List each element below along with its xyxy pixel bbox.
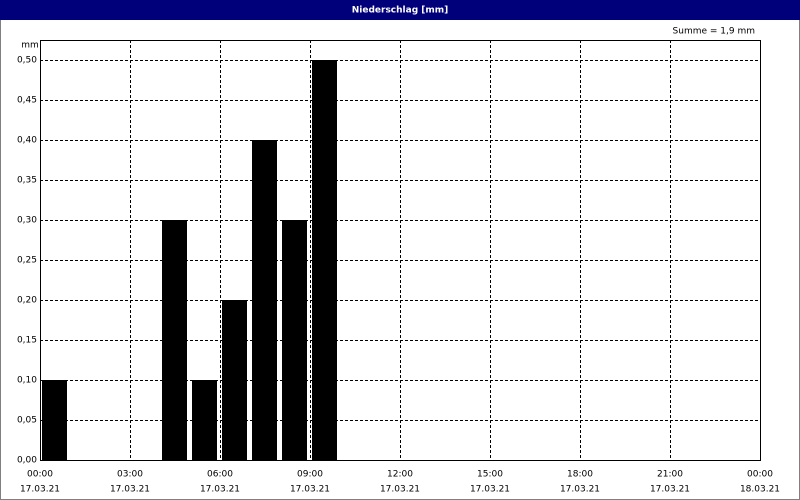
x-tick-label: 03:00 — [117, 470, 143, 480]
x-tick-label: 06:00 — [207, 470, 233, 480]
y-tick-label: 0,15 — [17, 336, 37, 346]
x-tick-label: 15:00 — [477, 470, 503, 480]
bar — [42, 380, 67, 460]
bar — [312, 60, 337, 460]
x-tick-date: 17.03.21 — [110, 485, 150, 495]
chart-title: Niederschlag [mm] — [352, 6, 449, 16]
x-tick-date: 17.03.21 — [560, 485, 600, 495]
x-tick-label: 00:00 — [27, 470, 53, 480]
annotation: Summe = 1,9 mm — [673, 27, 755, 37]
x-tick-label: 12:00 — [387, 470, 413, 480]
x-tick-label: 00:00 — [747, 470, 773, 480]
x-tick-date: 17.03.21 — [290, 485, 330, 495]
y-tick-label: 0,50 — [17, 56, 37, 66]
y-tick-label: 0,40 — [17, 136, 37, 146]
x-tick-label: 18:00 — [567, 470, 593, 480]
y-tick-label: 0,25 — [17, 256, 37, 266]
y-tick-label: 0,20 — [17, 296, 37, 306]
bar — [192, 380, 217, 460]
bar — [162, 220, 187, 460]
y-axis-label: mm — [21, 41, 39, 51]
title-bar — [0, 0, 800, 20]
x-tick-date: 17.03.21 — [380, 485, 420, 495]
x-tick-label: 21:00 — [657, 470, 683, 480]
bar — [282, 220, 307, 460]
y-tick-label: 0,10 — [17, 376, 37, 386]
y-tick-label: 0,30 — [17, 216, 37, 226]
x-tick-label: 09:00 — [297, 470, 323, 480]
bar — [252, 140, 277, 460]
x-tick-date: 17.03.21 — [470, 485, 510, 495]
x-tick-date: 17.03.21 — [200, 485, 240, 495]
x-tick-date: 17.03.21 — [650, 485, 690, 495]
bar — [222, 300, 247, 460]
x-tick-date: 18.03.21 — [740, 485, 780, 495]
y-tick-label: 0,05 — [17, 416, 37, 426]
y-tick-label: 0,45 — [17, 96, 37, 106]
y-tick-label: 0,00 — [17, 456, 37, 466]
y-tick-label: 0,35 — [17, 176, 37, 186]
x-tick-date: 17.03.21 — [20, 485, 60, 495]
